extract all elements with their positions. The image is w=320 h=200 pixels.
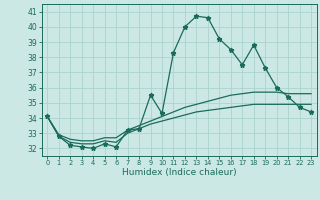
X-axis label: Humidex (Indice chaleur): Humidex (Indice chaleur) — [122, 168, 236, 177]
